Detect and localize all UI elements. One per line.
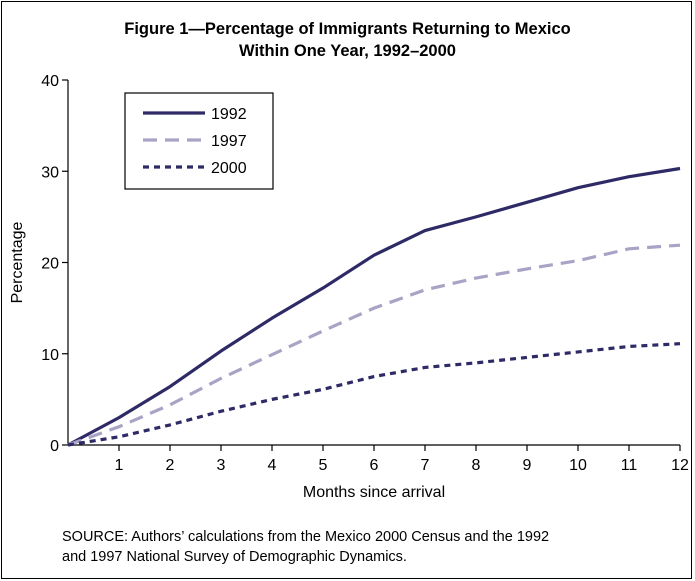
legend-label-2000: 2000	[211, 160, 247, 177]
series-line-1992	[67, 166, 681, 447]
y-axis-label: Percentage	[9, 221, 26, 303]
x-tick-label: 9	[523, 457, 532, 474]
series-line-1997	[67, 243, 681, 447]
x-tick-label: 5	[319, 457, 328, 474]
x-tick-label: 7	[421, 457, 430, 474]
x-axis-label: Months since arrival	[303, 484, 445, 501]
source-line-1: SOURCE: Authors’ calculations from the M…	[62, 529, 550, 545]
legend: 1992 1997 2000	[124, 92, 274, 190]
x-axis-ticks: 1 2 3 4 5 6 7 8 9 10 11 12	[115, 445, 689, 474]
y-tick-label: 20	[41, 256, 59, 273]
x-tick-label: 3	[217, 457, 226, 474]
y-axis-ticks: 0 10 20 30 40	[41, 73, 68, 455]
legend-label-1997: 1997	[211, 133, 247, 150]
chart-title-line-1: Figure 1—Percentage of Immigrants Return…	[124, 20, 571, 38]
y-tick-label: 30	[41, 164, 59, 181]
chart-title-line-2: Within One Year, 1992–2000	[239, 42, 456, 60]
x-tick-label: 10	[569, 457, 587, 474]
y-tick-label: 0	[50, 438, 59, 455]
y-tick-label: 40	[41, 73, 59, 90]
x-tick-label: 1	[115, 457, 124, 474]
x-tick-label: 6	[370, 457, 379, 474]
source-note: SOURCE: Authors’ calculations from the M…	[62, 527, 687, 567]
series-lines	[67, 166, 681, 447]
x-tick-label: 2	[166, 457, 175, 474]
x-tick-label: 12	[671, 457, 689, 474]
source-line-2: and 1997 National Survey of Demographic …	[62, 549, 407, 565]
x-tick-label: 8	[472, 457, 481, 474]
series-line-2000	[67, 342, 681, 447]
x-tick-label: 4	[268, 457, 277, 474]
legend-label-1992: 1992	[211, 106, 247, 123]
y-tick-label: 10	[41, 347, 59, 364]
chart-title: Figure 1—Percentage of Immigrants Return…	[0, 18, 695, 62]
x-tick-label: 11	[621, 457, 638, 474]
